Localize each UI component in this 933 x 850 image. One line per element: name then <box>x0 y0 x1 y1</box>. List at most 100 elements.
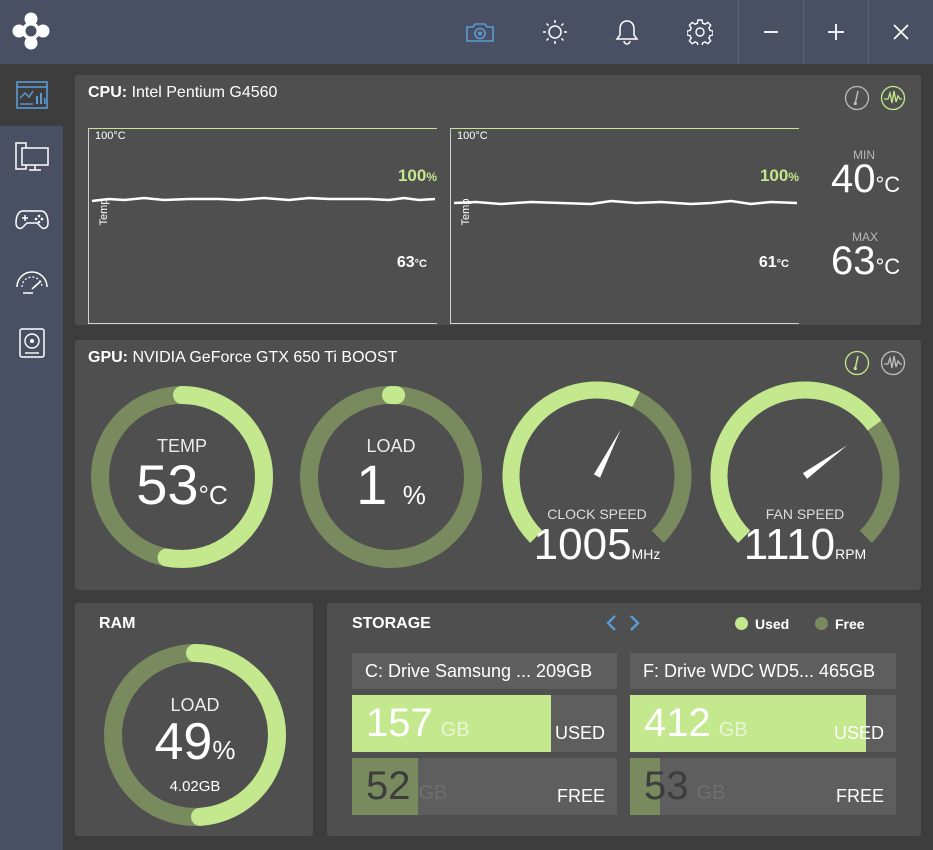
legend-free-label: Free <box>835 616 865 632</box>
gauge-fill <box>91 386 273 568</box>
sidebar <box>0 64 63 850</box>
drive-free-value: 52 GB <box>366 764 448 808</box>
sidebar-item-hardware[interactable] <box>0 126 63 188</box>
cpu-load-line <box>453 199 798 206</box>
ram-load-value: 49% <box>154 713 236 771</box>
drive-free-bar: 52 GB FREE <box>352 758 617 815</box>
titlebar-divider <box>868 0 869 64</box>
ram-load-gauge <box>104 644 286 826</box>
drive-name: C: Drive Samsung ... 209GB <box>352 653 617 689</box>
graph-view-icon[interactable] <box>880 350 906 376</box>
chevron-left-icon[interactable] <box>605 614 619 632</box>
gamepad-icon <box>14 210 49 230</box>
title-bar <box>0 0 933 64</box>
cpu-min-label: MIN <box>853 148 875 162</box>
sidebar-item-performance[interactable] <box>0 250 63 312</box>
ram-readout: LOAD 49% 4.02GB <box>101 695 289 795</box>
cpu-min-value: 40°C <box>831 157 901 201</box>
drive-free-bar: 53 GB FREE <box>630 758 896 815</box>
cpu-load-line <box>91 196 436 203</box>
drive-free-value: 53 GB <box>644 764 726 808</box>
cpu-name: Intel Pentium G4560 <box>131 84 278 101</box>
ram-load-label: LOAD <box>170 695 220 715</box>
drive-used-fill <box>630 695 866 752</box>
graph-max-line <box>89 128 437 129</box>
gpu-fan-dial <box>710 381 900 543</box>
notifications-button[interactable] <box>609 0 645 64</box>
ram-panel: RAM LOAD 49% 4.02GB <box>75 603 313 836</box>
cpu-core-graph: 100°C Temp 100% 63°C <box>88 128 437 324</box>
graph-max-line <box>451 128 799 129</box>
graph-max-label: 100°C <box>95 130 126 142</box>
gpu-temp-label: TEMP <box>156 436 207 456</box>
gpu-fan-label: FAN SPEED <box>765 506 845 522</box>
storage-panel: STORAGE Used Free C: Drive Samsung ... 2… <box>327 603 921 836</box>
gpu-load-readout: LOAD 1 % <box>297 436 485 523</box>
gpu-load-value: 1 % <box>356 453 426 516</box>
gpu-temp-readout: TEMP 53°C <box>88 436 276 523</box>
gauge-fill <box>104 644 286 826</box>
cpu-max-value: 63°C <box>831 239 901 283</box>
drive-used-bar: 412 GB USED <box>630 695 896 752</box>
cpu-core-graph: 100°C Temp 100% 61°C <box>450 128 799 324</box>
graph-load-value: 100% <box>759 166 799 185</box>
drive-free-fill <box>352 758 418 815</box>
gpu-name: NVIDIA GeForce GTX 650 Ti BOOST <box>132 349 398 366</box>
ram-amount: 4.02GB <box>169 778 221 795</box>
sidebar-item-games[interactable] <box>0 188 63 250</box>
graph-temp-value: 63°C <box>396 254 427 271</box>
chevron-right-icon[interactable] <box>627 614 641 632</box>
graph-max-label: 100°C <box>457 130 488 142</box>
close-button[interactable] <box>869 0 933 64</box>
dial-fill <box>710 381 882 543</box>
brightness-icon <box>543 20 567 44</box>
ram-title: RAM <box>99 615 136 632</box>
sidebar-item-storage[interactable] <box>0 312 63 374</box>
gpu-title: GPU: NVIDIA GeForce GTX 650 Ti BOOST <box>88 349 397 367</box>
drive-free-label: FREE <box>835 786 884 806</box>
cpu-panel: CPU: Intel Pentium G4560 100°C Temp 100%… <box>75 75 921 325</box>
gpu-temp-gauge <box>91 386 273 568</box>
settings-button[interactable] <box>682 0 718 64</box>
sidebar-item-dashboard[interactable] <box>0 64 63 126</box>
maximize-button[interactable] <box>804 0 868 64</box>
brightness-button[interactable] <box>537 0 573 64</box>
temperature-view-icon[interactable] <box>844 350 870 376</box>
drive-used-label: USED <box>833 723 884 743</box>
temperature-view-icon[interactable] <box>844 85 870 111</box>
drive-free-fill <box>630 758 661 815</box>
screenshot-button[interactable] <box>462 0 498 64</box>
drive-free-label: FREE <box>556 786 605 806</box>
gpu-label: GPU: <box>88 349 128 366</box>
gpu-clock-label: CLOCK SPEED <box>547 506 647 522</box>
drive-used-fill <box>352 695 551 752</box>
app-logo-icon[interactable] <box>12 12 50 50</box>
gauge-fill <box>300 386 482 568</box>
speedometer-icon <box>15 271 48 294</box>
drive-used-value: 412 GB <box>644 701 748 745</box>
dial-needle <box>802 445 848 479</box>
drive-name: F: Drive WDC WD5... 465GB <box>630 653 896 689</box>
cpu-label: CPU: <box>88 84 128 101</box>
graph-load-value: 100% <box>397 166 437 185</box>
minimize-icon <box>764 31 778 33</box>
gpu-clock-value: 1005MHz <box>533 520 661 569</box>
graph-view-icon[interactable] <box>880 85 906 111</box>
drive-used-bar: 157 GB USED <box>352 695 617 752</box>
storage-title: STORAGE <box>352 615 431 632</box>
drive-used-value: 157 GB <box>366 701 470 745</box>
gpu-load-gauge <box>300 386 482 568</box>
dial-fill <box>502 381 640 543</box>
legend-used-dot <box>735 617 748 630</box>
gpu-load-label: LOAD <box>366 436 416 456</box>
bell-icon <box>615 20 639 45</box>
gpu-fan-value: 1110RPM <box>743 520 867 569</box>
drive-used-label: USED <box>554 723 605 743</box>
plus-icon <box>828 24 844 40</box>
dial-needle <box>593 429 621 478</box>
gear-icon <box>687 19 713 45</box>
legend-free-dot <box>815 617 828 630</box>
cpu-title: CPU: Intel Pentium G4560 <box>88 84 277 102</box>
minimize-button[interactable] <box>739 0 803 64</box>
main-content: CPU: Intel Pentium G4560 100°C Temp 100%… <box>63 64 933 850</box>
